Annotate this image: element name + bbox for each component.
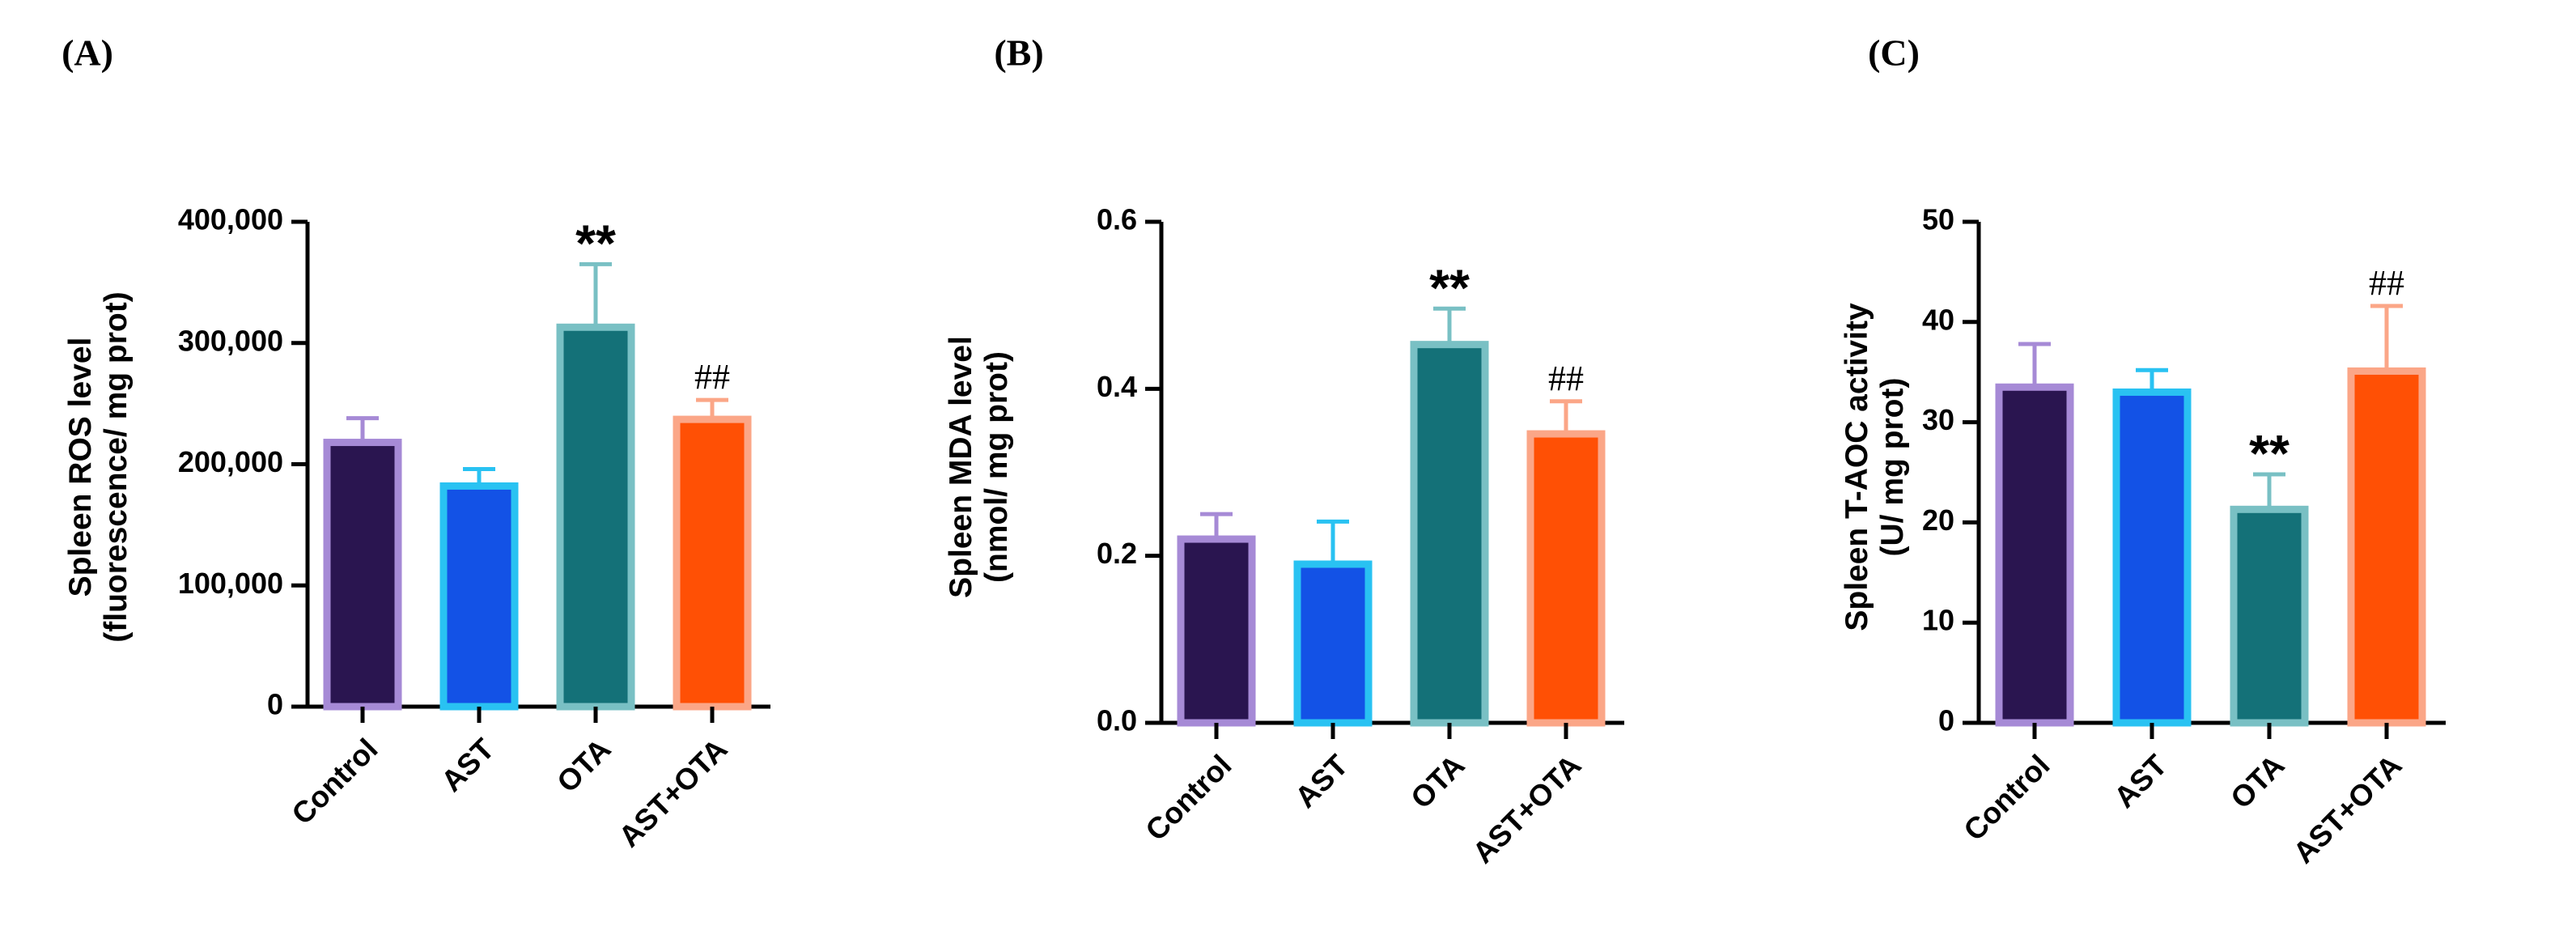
y-tick-label: 400,000 [178,203,283,236]
bar-ast [439,482,519,711]
significance-hashes: ## [694,357,730,397]
panel-label: (A) [62,32,113,74]
y-tick-label: 40 [1922,303,1954,336]
x-tick-label: AST [1288,748,1355,814]
y-tick-label: 300,000 [178,324,283,357]
x-tick-label: OTA [550,733,617,799]
bar-ast-ota [2347,367,2426,727]
x-tick-label: OTA [1404,749,1470,815]
y-axis-title: Spleen ROS level(fluorescence/ mg prot) [63,291,134,642]
x-tick-label: Control [1139,749,1238,847]
bar-control [323,439,402,711]
panel-label: (C) [1868,32,1920,74]
y-axis-title: Spleen MDA level(nmol/ mg prot) [944,336,1014,598]
x-tick-label: Control [1958,749,2056,847]
y-tick-label: 0.0 [1097,704,1137,737]
y-axis-title-line: Spleen MDA level [944,336,978,598]
significance-stars: ** [2249,424,2290,482]
bar-ast [2112,388,2192,727]
y-tick-label: 100,000 [178,567,283,600]
bar-ota [556,323,635,711]
significance-hashes: ## [2369,263,2404,303]
y-axis-title-line: Spleen ROS level [63,338,98,597]
y-axis-title-line: (fluorescence/ mg prot) [99,291,134,642]
chart-panel-2: (B) Spleen MDA level(nmol/ mg prot) 0.0 0.2… [944,32,1624,870]
significance-hashes: ## [1548,359,1584,398]
y-tick-label: 0 [1938,704,1954,737]
x-tick-label: AST [2107,748,2174,814]
y-axis-title-line: Spleen T-AOC activity [1840,303,1874,631]
x-tick-label: AST+OTA [1466,749,1588,870]
significance-stars: ** [1429,258,1470,316]
panel-label: (B) [994,32,1043,74]
y-tick-label: 0.6 [1097,203,1137,236]
x-tick-label: AST [435,732,501,798]
y-axis-title-line: (nmol/ mg prot) [979,351,1014,583]
y-tick-label: 10 [1922,604,1954,637]
y-tick-label: 0 [267,688,283,721]
y-tick-label: 0.2 [1097,537,1137,570]
bar-ast [1293,560,1373,727]
significance-stars: ** [575,214,616,272]
bar-ast-ota [1526,430,1606,727]
y-tick-label: 50 [1922,203,1954,236]
bar-control [1177,535,1256,727]
y-tick-label: 0.4 [1097,370,1137,403]
x-tick-label: Control [286,733,384,831]
bar-ota [1410,341,1489,727]
bar-ota [2230,505,2309,727]
x-tick-label: OTA [2224,749,2290,815]
bar-control [1995,383,2074,727]
y-tick-label: 200,000 [178,445,283,478]
chart-panel-3: (C) Spleen T-AOC activity(U/ mg prot) 0 10 2… [1840,32,2446,870]
y-tick-label: 20 [1922,503,1954,537]
chart-panel-1: (A) Spleen ROS level(fluorescence/ mg pro… [62,32,770,854]
x-tick-label: AST+OTA [2287,749,2408,870]
y-tick-label: 30 [1922,403,1954,436]
x-tick-label: AST+OTA [613,733,734,854]
y-axis-title: Spleen T-AOC activity(U/ mg prot) [1840,303,1910,631]
bar-ast-ota [673,415,752,711]
y-axis-title-line: (U/ mg prot) [1875,378,1910,557]
